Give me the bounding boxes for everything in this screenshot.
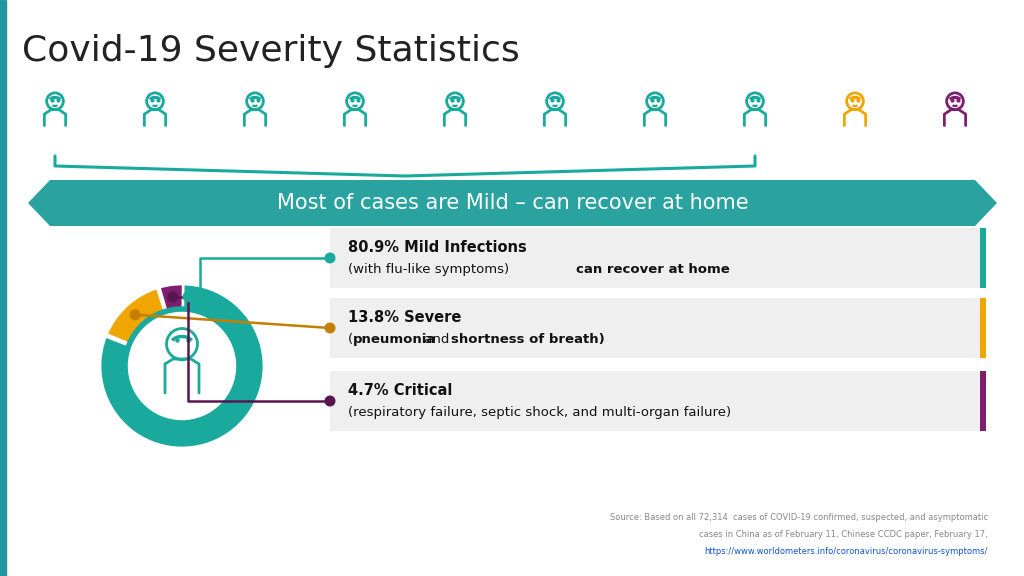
Text: pneumonia: pneumonia [353,333,436,346]
Wedge shape [106,288,165,344]
Polygon shape [975,180,997,226]
Text: 13.8% Severe: 13.8% Severe [348,310,462,325]
Circle shape [326,253,335,263]
Bar [330,298,980,358]
Text: https://www.worldometers.info/coronavirus/coronavirus-symptoms/: https://www.worldometers.info/coronaviru… [705,547,988,556]
Circle shape [130,310,140,320]
Circle shape [326,323,335,333]
Wedge shape [160,284,183,311]
Text: (respiratory failure, septic shock, and multi-organ failure): (respiratory failure, septic shock, and … [348,406,731,419]
Bar [330,371,980,431]
Bar [330,228,980,288]
Text: cases in China as of February 11, Chinese CCDC paper, February 17,: cases in China as of February 11, Chines… [699,530,988,539]
Text: Most of cases are Mild – can recover at home: Most of cases are Mild – can recover at … [276,193,749,213]
Text: Covid-19 Severity Statistics: Covid-19 Severity Statistics [22,34,520,68]
Circle shape [183,292,193,302]
Bar [0,0,5,576]
Text: 80.9% Mild Infections: 80.9% Mild Infections [348,240,526,255]
Bar [980,228,985,288]
Text: (: ( [348,333,353,346]
Bar [980,371,985,431]
Circle shape [125,309,239,423]
Circle shape [168,292,177,302]
Polygon shape [28,180,50,226]
Text: can recover at home: can recover at home [575,263,730,276]
Text: Source: Based on all 72,314  cases of COVID-19 confirmed, suspected, and asympto: Source: Based on all 72,314 cases of COV… [610,513,988,522]
Text: (with flu-like symptoms): (with flu-like symptoms) [348,263,513,276]
Text: shortness of breath): shortness of breath) [451,333,605,346]
Text: and: and [420,333,454,346]
Text: 4.7% Critical: 4.7% Critical [348,383,453,398]
Wedge shape [100,284,264,448]
Bar [980,298,985,358]
Bar [50,180,975,226]
Circle shape [326,396,335,406]
